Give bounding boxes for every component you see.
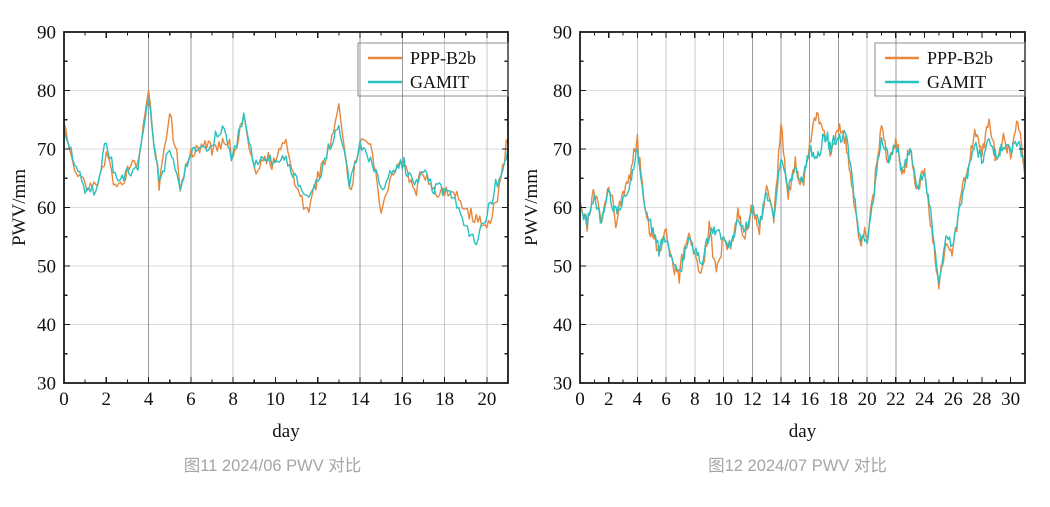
x-tick-label: 6: [661, 389, 671, 410]
x-tick-label: 26: [944, 389, 963, 410]
x-tick-label: 20: [858, 389, 877, 410]
x-tick-label: 18: [435, 389, 454, 410]
y-tick-label: 90: [553, 22, 572, 43]
figure-caption-june: 图11 2024/06 PWV 对比: [183, 457, 362, 475]
figure-caption-july: 图12 2024/07 PWV 对比: [708, 457, 887, 475]
y-tick-label: 70: [553, 139, 572, 160]
x-tick-labels: 0 2 4 6 8 10 12 14 16 18 20 22 24 26 28 30: [575, 389, 1020, 410]
chart-svg: 0 2 4 6 8 10 12 14 16 18 20 22 24 26 28 303040506070809…: [521, 22, 1026, 442]
legend-box: [874, 42, 1026, 97]
x-tick-label: 12: [308, 389, 327, 410]
series-gamit: [64, 98, 508, 246]
legend-box: [357, 42, 509, 97]
pwv-chart-july: 0 2 4 6 8 10 12 14 16 18 20 22 24 26 28 30 30 40 50 60 70 80 9…: [521, 0, 1050, 445]
legend-label-ppp-b2b: PPP-B2b: [410, 48, 476, 68]
legend-label-ppp-b2b: PPP-B2b: [927, 48, 993, 68]
y-tick-label: 80: [553, 81, 572, 102]
x-tick-label: 10: [266, 389, 285, 410]
series-ppp-b2b: [64, 89, 508, 229]
y-tick-label: 60: [37, 198, 56, 219]
axis-ticks: [64, 32, 508, 383]
vertical-gridlines: [636, 32, 897, 383]
x-tick-label: 24: [915, 389, 935, 410]
y-tick-label: 70: [37, 139, 56, 160]
chart-svg: 0 2 4 6 8 10 12 14 16 18 20 30 40 50 60 70 80 90 day PWV/mm…: [9, 22, 509, 442]
horizontal-gridlines: [580, 90, 1025, 325]
y-tick-label: 30: [37, 373, 56, 394]
y-tick-labels: 30 40 50 60 70 80 90: [37, 22, 56, 394]
y-tick-label: 50: [37, 256, 56, 277]
x-tick-label: 28: [972, 389, 991, 410]
x-tick-label: 22: [886, 389, 905, 410]
x-tick-label: 20: [477, 389, 496, 410]
x-tick-label: 16: [800, 389, 819, 410]
x-tick-labels: 0 2 4 6 8 10 12 14 16 18 20: [59, 389, 496, 410]
horizontal-gridlines: [64, 90, 508, 325]
y-tick-label: 40: [37, 315, 56, 336]
x-tick-label: 14: [771, 389, 791, 410]
series-gamit: [580, 130, 1025, 284]
pwv-chart-june: 0 2 4 6 8 10 12 14 16 18 20 30 40 50 60 70 80 90 day PWV/mm…: [0, 0, 525, 445]
x-axis-label: day: [272, 421, 300, 442]
y-tick-label: 30: [553, 373, 572, 394]
x-tick-label: 10: [714, 389, 733, 410]
x-tick-label: 2: [102, 389, 112, 410]
y-tick-label: 60: [553, 198, 572, 219]
y-tick-label: 50: [553, 256, 572, 277]
y-tick-labels: 30 40 50 60 70 80 90: [553, 22, 572, 394]
legend: PPP-B2b GAMIT: [874, 42, 1026, 97]
x-tick-label: 16: [393, 389, 412, 410]
legend-label-gamit: GAMIT: [927, 72, 986, 92]
y-tick-label: 90: [37, 22, 56, 43]
legend: PPP-B2b GAMIT: [357, 42, 509, 97]
x-tick-label: 6: [186, 389, 196, 410]
x-tick-label: 0: [59, 389, 69, 410]
axis-ticks: [580, 32, 1025, 383]
x-tick-label: 12: [743, 389, 762, 410]
x-tick-label: 0: [575, 389, 585, 410]
x-tick-label: 14: [351, 389, 371, 410]
x-tick-label: 8: [690, 389, 700, 410]
series-ppp-b2b: [580, 111, 1025, 290]
x-tick-label: 2: [604, 389, 614, 410]
y-tick-label: 80: [37, 81, 56, 102]
x-tick-label: 18: [829, 389, 848, 410]
data-series: [580, 111, 1025, 290]
y-axis-label: PWV/mm: [525, 169, 542, 246]
y-tick-label: 40: [553, 315, 572, 336]
vertical-gridlines: [148, 32, 488, 383]
x-tick-label: 30: [1001, 389, 1020, 410]
y-axis-label: PWV/mm: [9, 169, 30, 246]
x-tick-label: 4: [633, 389, 643, 410]
x-tick-label: 8: [228, 389, 238, 410]
x-axis-label: day: [789, 421, 817, 442]
x-tick-label: 4: [144, 389, 154, 410]
legend-label-gamit: GAMIT: [410, 72, 469, 92]
data-series: [64, 89, 508, 246]
